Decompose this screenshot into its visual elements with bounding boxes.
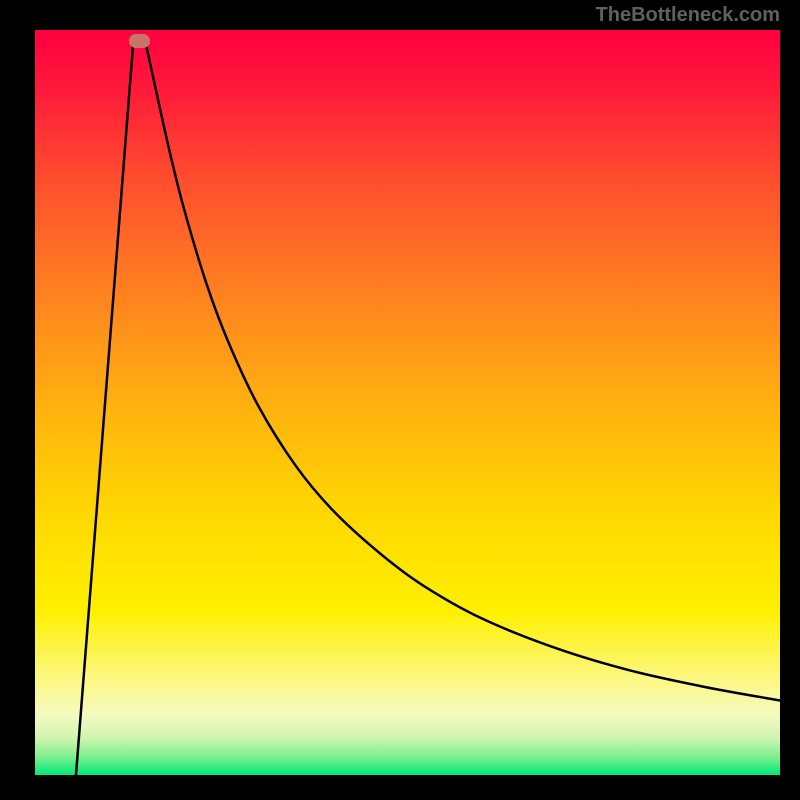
bottleneck-curves (35, 30, 780, 775)
watermark-text: TheBottleneck.com (596, 4, 780, 27)
chart-container: TheBottleneck.com (0, 0, 800, 800)
plot-area (35, 30, 780, 775)
optimal-point-marker (129, 34, 150, 47)
